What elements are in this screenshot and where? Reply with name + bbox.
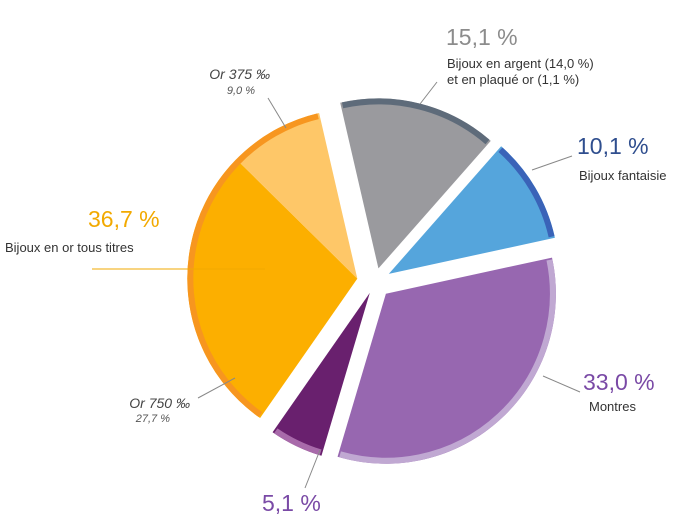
silver-value-label: 15,1 % [446, 24, 518, 50]
leader-or375 [267, 97, 287, 129]
pie-slice-rim-0 [341, 98, 490, 145]
pie-slice-sub-1 [236, 112, 358, 279]
pie-slices [187, 98, 556, 464]
silver-category-line2: et en plaqué or (1,1 %) [447, 72, 580, 87]
or750-value-label: 27,7 % [135, 413, 170, 425]
montres-category-label: Montres [589, 399, 636, 414]
pie-slice-1 [388, 146, 555, 274]
pie-slice-rim-4 [187, 113, 319, 418]
slice-group-0 [340, 98, 491, 269]
montres-value-label: 33,0 % [583, 369, 655, 395]
or375-value-label: 9,0 % [226, 85, 255, 97]
fantaisie-value-label: 10,1 % [577, 133, 649, 159]
slice-group-2 [337, 257, 556, 464]
pie-slice-0 [340, 98, 491, 269]
gold-category-label: Bijoux en or tous titres [5, 240, 134, 255]
or375-name-label: Or 375 ‰ [209, 66, 270, 82]
or750-name-label: Or 750 ‰ [129, 395, 190, 411]
pie-slice-3 [272, 292, 370, 456]
pie-slice-sub-0 [187, 159, 358, 419]
leader-fantaisie [531, 155, 573, 171]
pie-slice-rim-2 [339, 259, 556, 464]
pie-slice-rim-1 [498, 147, 555, 238]
slice-group-1 [388, 146, 555, 274]
slice-group-4 [187, 112, 358, 419]
leader-montres [542, 375, 581, 393]
silver-category-line1: Bijoux en argent (14,0 %) [447, 56, 594, 71]
leader-silver [419, 81, 438, 105]
fantaisie-category-label: Bijoux fantaisie [579, 168, 667, 183]
leader-lines [92, 81, 581, 489]
gold-value-label: 36,7 % [88, 206, 160, 232]
dark-value-label: 5,1 % [262, 490, 321, 516]
leader-or750 [197, 377, 236, 399]
leader-dark [304, 449, 321, 489]
pie-slice-2 [337, 257, 556, 464]
